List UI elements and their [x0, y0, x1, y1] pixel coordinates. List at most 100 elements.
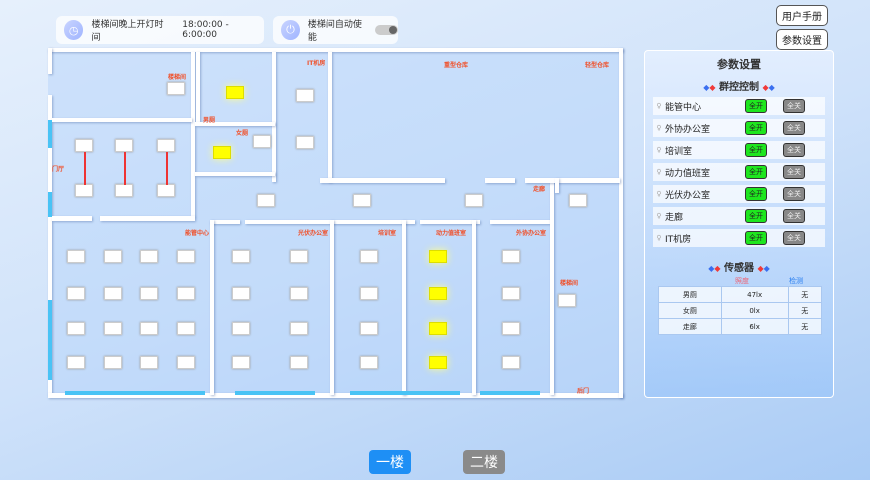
window [48, 192, 52, 217]
floor-1-button[interactable]: 一楼 [369, 450, 411, 474]
wall [210, 220, 214, 395]
wall [210, 220, 240, 224]
wall [195, 172, 275, 176]
bulb-icon: ♀ [656, 124, 662, 132]
bulb-icon: ♀ [656, 102, 662, 110]
all-on-button[interactable]: 全开 [745, 99, 767, 113]
group-name: 能管中心 [665, 102, 702, 113]
all-on-button[interactable]: 全开 [745, 143, 767, 157]
clock-icon: ◷ [64, 20, 84, 40]
light-on [429, 287, 447, 300]
all-on-button[interactable]: 全开 [745, 209, 767, 223]
group-name: 培训室 [665, 146, 693, 157]
all-off-button[interactable]: 全关 [783, 187, 805, 201]
wall [550, 180, 554, 395]
window [235, 391, 315, 395]
room-label-heavy: 重型仓库 [444, 62, 469, 69]
lux-header: 照度 [735, 277, 749, 285]
user-manual-button[interactable]: 用户手册 [776, 5, 828, 26]
light-off [115, 184, 133, 197]
light-off [104, 322, 122, 335]
light-off [353, 194, 371, 207]
light-off [502, 322, 520, 335]
light-off [360, 356, 378, 369]
light-off [140, 322, 158, 335]
group-name: 外协办公室 [665, 124, 711, 135]
auto-enable-toggle[interactable] [375, 25, 398, 35]
wall [335, 220, 415, 224]
sensor-detect: 无 [787, 286, 823, 303]
room-label-pv: 光伏办公室 [298, 230, 329, 237]
auto-enable-label: 楼梯间自动使能 [307, 20, 362, 43]
all-off-button[interactable]: 全关 [783, 231, 805, 245]
wall [272, 52, 276, 182]
sensor-row: 男厕 47lx 无 [658, 286, 823, 303]
detect-header: 检测 [789, 277, 803, 285]
light-off [157, 184, 175, 197]
room-label-backdoor: 后门 [577, 388, 590, 395]
light-off [253, 135, 271, 148]
room-label-stair2: 楼梯间 [560, 280, 579, 287]
light-off [157, 139, 175, 152]
all-on-button[interactable]: 全开 [745, 187, 767, 201]
sensor-lux: 6lx [720, 318, 789, 335]
wall [48, 48, 52, 74]
light-off [67, 356, 85, 369]
group-row: ♀ 动力值班室 全开 全关 [653, 163, 825, 181]
connector-line [84, 152, 86, 185]
light-off [290, 287, 308, 300]
light-off [104, 287, 122, 300]
light-off [232, 356, 250, 369]
wall [245, 220, 335, 224]
light-off [290, 250, 308, 263]
light-off [360, 250, 378, 263]
sensor-table: 男厕 47lx 无女厕 0lx 无走廊 6lx 无 [658, 286, 823, 335]
light-off [232, 287, 250, 300]
all-off-button[interactable]: 全关 [783, 99, 805, 113]
window [480, 391, 540, 395]
wall [402, 220, 406, 395]
room-label-outsource: 外协办公室 [516, 230, 547, 237]
group-name: 光伏办公室 [665, 190, 711, 201]
light-off [177, 287, 195, 300]
window [48, 300, 52, 380]
light-off [177, 250, 195, 263]
group-row: ♀ IT机房 全开 全关 [653, 229, 825, 247]
room-label-stair1: 楼梯间 [168, 74, 187, 81]
wall [555, 178, 559, 193]
all-off-button[interactable]: 全关 [783, 121, 805, 135]
all-on-button[interactable]: 全开 [745, 165, 767, 179]
wall [48, 48, 623, 52]
light-off [104, 356, 122, 369]
sensor-row: 走廊 6lx 无 [658, 318, 823, 335]
all-off-button[interactable]: 全关 [783, 209, 805, 223]
group-row: ♀ 外协办公室 全开 全关 [653, 119, 825, 137]
sensor-lux: 0lx [720, 302, 789, 319]
wall [330, 220, 334, 395]
window [48, 120, 52, 148]
all-off-button[interactable]: 全关 [783, 143, 805, 157]
light-off [290, 356, 308, 369]
wall [191, 52, 195, 217]
group-name: 动力值班室 [665, 168, 711, 179]
all-on-button[interactable]: 全开 [745, 231, 767, 245]
all-off-button[interactable]: 全关 [783, 165, 805, 179]
light-off [115, 139, 133, 152]
panel-title: 参数设置 [717, 58, 761, 71]
floor-2-button[interactable]: 二楼 [463, 450, 505, 474]
room-label-corridor: 走廊 [533, 186, 546, 193]
connector-line [166, 152, 168, 185]
sensor-detect: 无 [787, 302, 823, 319]
wall [420, 220, 480, 224]
group-row: ♀ 培训室 全开 全关 [653, 141, 825, 159]
wall [48, 393, 623, 398]
light-off [67, 322, 85, 335]
window [350, 391, 460, 395]
stair-time-value: 18:00:00 - 6:00:00 [182, 20, 229, 40]
all-on-button[interactable]: 全开 [745, 121, 767, 135]
wall [490, 220, 550, 224]
stair-time-label: 楼梯间晚上开灯时间 [91, 20, 164, 43]
settings-button[interactable]: 参数设置 [776, 29, 828, 50]
window [65, 391, 205, 395]
wall [472, 220, 476, 395]
